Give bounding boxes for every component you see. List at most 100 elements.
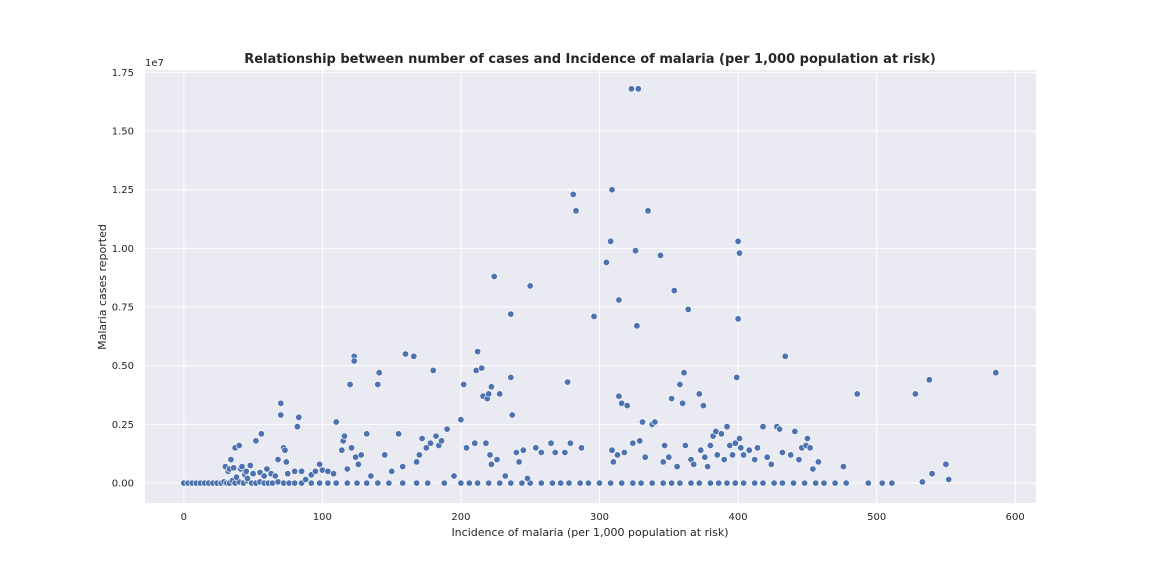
data-point [831, 479, 839, 487]
data-point [631, 247, 639, 255]
data-point [668, 395, 676, 403]
data-point [595, 479, 603, 487]
data-point [623, 402, 631, 410]
data-point [257, 430, 265, 438]
data-point [238, 463, 246, 471]
data-point [665, 453, 673, 461]
data-point [925, 376, 933, 384]
data-point [374, 380, 382, 388]
data-point [812, 479, 820, 487]
data-point [740, 479, 748, 487]
data-point [697, 446, 705, 454]
data-point [422, 444, 430, 452]
data-point [737, 444, 745, 452]
data-point [343, 479, 351, 487]
data-point [282, 458, 290, 466]
data-point [787, 451, 795, 459]
data-point [557, 479, 565, 487]
data-point [577, 444, 585, 452]
y-axis-label: Malaria cases reported [96, 224, 109, 350]
data-point [429, 366, 437, 374]
data-point [992, 369, 1000, 377]
data-point [759, 423, 767, 431]
x-tick-label: 200 [451, 512, 470, 523]
data-point [471, 439, 479, 447]
data-point [668, 479, 676, 487]
data-point [763, 453, 771, 461]
data-point [735, 434, 743, 442]
data-point [814, 458, 822, 466]
data-point [673, 463, 681, 471]
data-point [911, 390, 919, 398]
data-point [576, 479, 584, 487]
data-point [740, 451, 748, 459]
data-point [676, 380, 684, 388]
data-point [487, 460, 495, 468]
data-point [274, 478, 282, 486]
data-point [759, 479, 767, 487]
data-point [572, 207, 580, 215]
y-tick-label: 0.75 [112, 303, 134, 314]
data-point [462, 444, 470, 452]
data-point [512, 448, 520, 456]
data-point [346, 380, 354, 388]
y-tick-label: 1.75 [112, 68, 134, 79]
data-point [723, 423, 731, 431]
data-point [242, 467, 250, 475]
data-point [277, 411, 285, 419]
x-tick-label: 600 [1006, 512, 1025, 523]
data-point [789, 479, 797, 487]
data-point [260, 472, 268, 480]
data-point [704, 463, 712, 471]
data-point [659, 479, 667, 487]
data-point [620, 448, 628, 456]
data-point [734, 237, 742, 245]
data-point [363, 430, 371, 438]
data-point [945, 475, 953, 483]
data-point [608, 446, 616, 454]
data-point [482, 439, 490, 447]
data-point [230, 464, 238, 472]
data-point [350, 357, 358, 365]
data-point [733, 373, 741, 381]
data-point [460, 380, 468, 388]
y-tick-label: 0.00 [112, 479, 134, 490]
data-point [731, 439, 739, 447]
data-point [496, 479, 504, 487]
data-point [347, 444, 355, 452]
data-point [526, 282, 534, 290]
data-point [233, 473, 241, 481]
data-point [474, 479, 482, 487]
data-point [252, 437, 260, 445]
data-point [311, 467, 319, 475]
data-point [443, 425, 451, 433]
x-tick-labels: 0 100 200 300 400 500 600 [181, 512, 1025, 523]
data-point [474, 348, 482, 356]
data-point [767, 460, 775, 468]
data-point [695, 390, 703, 398]
data-point [340, 432, 348, 440]
plot-background [145, 70, 1036, 503]
data-point [450, 472, 458, 480]
data-point [753, 444, 761, 452]
data-point [607, 479, 615, 487]
data-point [354, 460, 362, 468]
data-point [507, 479, 515, 487]
data-point [274, 456, 282, 464]
data-point [607, 237, 615, 245]
data-point [584, 479, 592, 487]
data-point [735, 249, 743, 257]
data-point [751, 456, 759, 464]
data-point [659, 458, 667, 466]
data-point [375, 369, 383, 377]
data-point [706, 479, 714, 487]
data-point [809, 465, 817, 473]
data-point [291, 467, 299, 475]
data-point [778, 448, 786, 456]
data-point [615, 392, 623, 400]
data-point [634, 85, 642, 93]
data-point [293, 423, 301, 431]
y-tick-labels: 0.00 0.25 0.50 0.75 1.00 1.25 1.50 1.75 [112, 68, 134, 490]
data-point [776, 425, 784, 433]
data-point [316, 460, 324, 468]
